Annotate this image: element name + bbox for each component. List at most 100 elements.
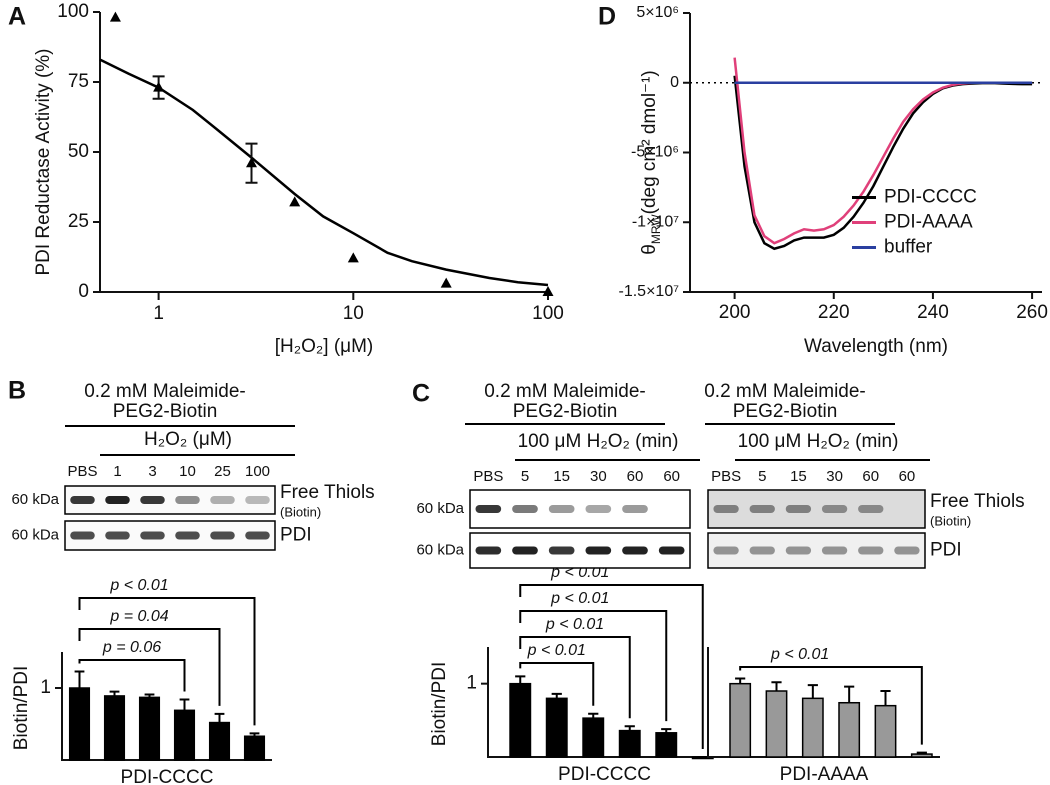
lane-label: 25	[214, 463, 231, 480]
legend-label: buffer	[884, 237, 933, 258]
y-tick-label: 100	[57, 1, 89, 22]
significance-bracket	[519, 610, 668, 722]
data-point	[109, 11, 121, 22]
y-tick-label: 5×10⁶	[636, 4, 679, 21]
p-value: p < 0.01	[527, 642, 586, 659]
blot-band	[858, 546, 884, 555]
lane-label: 15	[790, 468, 807, 485]
lane-label: 60	[663, 468, 680, 485]
lane-label: 60	[862, 468, 879, 485]
y-axis-label: PDI Reductase Activity (%)	[33, 48, 54, 275]
significance-bracket	[78, 597, 256, 726]
bar	[509, 682, 532, 758]
bar	[173, 709, 196, 761]
data-point	[153, 81, 165, 92]
axis-line	[707, 647, 940, 758]
axis-line	[61, 652, 272, 761]
blot-header: PEG2-Biotin	[733, 401, 838, 422]
blot-band	[140, 531, 165, 540]
size-marker: 60 kDa	[416, 500, 464, 517]
data-point	[347, 252, 359, 263]
bar	[874, 704, 897, 758]
blot-band	[585, 546, 612, 555]
legend-label: PDI-CCCC	[884, 187, 977, 208]
blot-band	[585, 505, 612, 513]
p-value: p = 0.06	[102, 639, 161, 656]
fit-curve	[99, 58, 549, 287]
x-tick-label: 10	[343, 303, 364, 324]
lane-label: PBS	[711, 468, 741, 485]
significance-bracket	[78, 628, 221, 706]
bar	[545, 697, 568, 758]
lane-label: 60	[627, 468, 644, 485]
y-tick-label: 1	[466, 673, 477, 694]
x-axis-label: Wavelength (nm)	[804, 336, 948, 357]
p-value: p < 0.01	[550, 590, 609, 607]
error-bar	[179, 698, 190, 711]
blot-band	[622, 505, 648, 513]
lane-label: 1	[113, 463, 121, 480]
bar	[582, 717, 605, 758]
blot-band	[548, 505, 575, 513]
y-axis-label: θMRW(deg cm² dmol⁻¹)	[639, 70, 663, 254]
blot-band	[475, 546, 502, 555]
blot-band	[245, 496, 270, 504]
bar	[208, 721, 231, 761]
data-point	[289, 196, 301, 207]
x-tick-label: 260	[1016, 302, 1048, 323]
y-axis-label-part: θ	[639, 244, 660, 255]
blot-band	[245, 531, 270, 540]
y-axis-label-part: (deg cm² dmol⁻¹)	[639, 70, 660, 214]
x-axis-label: PDI-CCCC	[121, 767, 214, 785]
y-tick-label: -1×10⁷	[632, 213, 679, 230]
lane-label: 3	[148, 463, 156, 480]
axis-line	[99, 12, 548, 293]
significance-bracket	[519, 584, 704, 749]
p-value: p = 0.04	[109, 608, 168, 625]
bar	[618, 729, 641, 758]
bar	[103, 695, 126, 761]
row-label: Free Thiols	[930, 491, 1025, 512]
row-sublabel: (Biotin)	[280, 504, 321, 519]
blot-strip	[64, 485, 276, 515]
data-point	[246, 157, 258, 168]
lane-label: 30	[826, 468, 843, 485]
blot-band	[140, 496, 165, 504]
p-value: p < 0.01	[109, 577, 168, 594]
significance-bracket	[519, 662, 595, 706]
blot-band	[512, 505, 538, 513]
bar	[138, 696, 161, 761]
significance-bracket	[78, 659, 186, 692]
blot-band	[785, 546, 812, 555]
x-tick-label: 240	[917, 302, 949, 323]
blot-band	[713, 505, 739, 513]
blot-header: PEG2-Biotin	[513, 401, 618, 422]
y-tick-label: -1.5×10⁷	[619, 283, 680, 300]
bar	[729, 682, 752, 758]
lane-label: 30	[590, 468, 607, 485]
blot-band	[210, 531, 235, 540]
row-label: PDI	[280, 525, 312, 546]
bar	[801, 697, 824, 758]
error-bar	[771, 681, 782, 691]
blot-band	[749, 546, 775, 555]
row-label: PDI	[930, 540, 962, 561]
blot-header: 0.2 mM Maleimide-	[704, 381, 866, 402]
y-tick-label: 1	[40, 677, 51, 698]
x-axis-label: [H₂O₂] (μM)	[275, 336, 374, 357]
blot-header: 0.2 mM Maleimide-	[484, 381, 646, 402]
error-bar	[880, 690, 891, 706]
bar	[910, 753, 933, 758]
blot-header: PEG2-Biotin	[113, 401, 218, 422]
bar	[243, 735, 266, 761]
blot-band	[105, 496, 130, 504]
significance-bracket	[519, 636, 631, 719]
row-label: Free Thiols	[280, 482, 375, 503]
x-axis-label: PDI-CCCC	[558, 764, 651, 785]
blot-strip	[64, 520, 276, 551]
blot-band	[175, 531, 200, 540]
error-bar	[214, 712, 225, 723]
panel-label: D	[598, 3, 616, 31]
p-value: p < 0.01	[770, 646, 829, 663]
blot-band	[548, 546, 575, 555]
